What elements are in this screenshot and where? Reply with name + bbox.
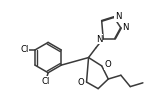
Text: N: N bbox=[122, 24, 129, 32]
Text: O: O bbox=[77, 78, 84, 87]
Text: N: N bbox=[96, 35, 102, 44]
Text: O: O bbox=[104, 60, 111, 69]
Text: N: N bbox=[115, 12, 121, 21]
Text: Cl: Cl bbox=[42, 77, 50, 86]
Text: Cl: Cl bbox=[21, 45, 29, 54]
